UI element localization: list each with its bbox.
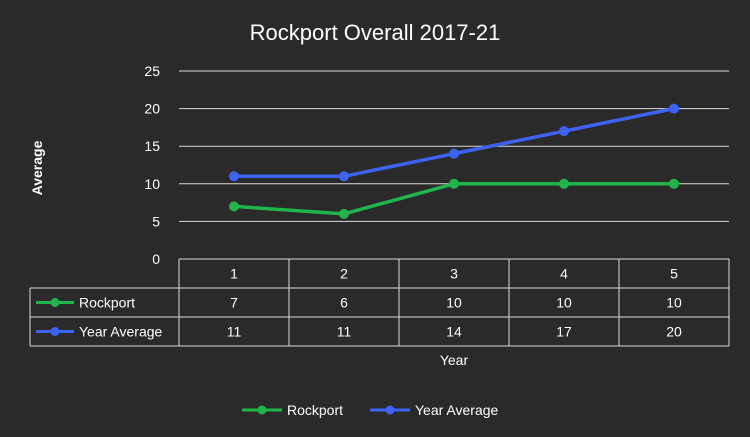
x-tick-label: 3 — [450, 266, 458, 282]
table-series-name: Year Average — [79, 324, 163, 340]
series-line-2 — [234, 106, 675, 179]
y-tick-label: 10 — [144, 176, 160, 192]
data-point — [339, 208, 349, 219]
table-cell-value: 11 — [337, 324, 352, 340]
series-lines — [229, 103, 679, 219]
data-point — [449, 148, 459, 159]
table-cell-value: 11 — [227, 324, 242, 340]
legend-key-marker — [257, 405, 267, 415]
table-cell-value: 10 — [556, 295, 572, 311]
x-tick-label: 4 — [560, 266, 568, 282]
legend-key-marker — [385, 405, 395, 415]
table-cell-value: 6 — [340, 295, 348, 311]
x-tick-label: 5 — [670, 266, 678, 282]
y-axis-label: Average — [29, 140, 45, 195]
x-tick-label: 1 — [230, 266, 238, 282]
table-cell-value: 10 — [446, 295, 462, 311]
x-axis-label: Year — [440, 352, 469, 368]
table-legend-key-marker — [50, 327, 60, 336]
table-series-name: Rockport — [79, 295, 135, 311]
table-cell-value: 10 — [666, 295, 682, 311]
table-legend-key-marker — [50, 298, 60, 307]
legend-label: Year Average — [415, 402, 499, 418]
data-point — [449, 178, 459, 189]
y-tick-label: 0 — [152, 251, 160, 267]
data-point — [559, 126, 569, 137]
table-cell-value: 20 — [666, 324, 682, 340]
data-table: 1 2 3 4 5 Rockport 7 6 10 10 10 Year Average 11 11 14 1… — [29, 258, 730, 347]
data-point — [229, 171, 239, 182]
data-point — [339, 171, 349, 182]
data-point — [669, 178, 679, 189]
data-point — [559, 178, 569, 189]
y-tick-label: 5 — [152, 213, 160, 229]
y-axis-ticks: 0 5 10 15 20 25 — [144, 63, 160, 267]
legend-label: Rockport — [287, 402, 343, 418]
table-cell-value: 17 — [556, 324, 572, 340]
data-point — [229, 201, 239, 212]
legend: Rockport Year Average — [242, 402, 499, 418]
x-tick-label: 2 — [340, 266, 348, 282]
table-cell-value: 14 — [446, 324, 462, 340]
y-tick-label: 15 — [144, 138, 160, 154]
data-point — [669, 103, 679, 114]
table-cell-value: 7 — [230, 295, 238, 311]
y-tick-label: 20 — [144, 101, 160, 117]
y-tick-label: 25 — [144, 63, 160, 79]
chart-title: Rockport Overall 2017-21 — [250, 20, 501, 45]
gridlines — [179, 70, 729, 222]
